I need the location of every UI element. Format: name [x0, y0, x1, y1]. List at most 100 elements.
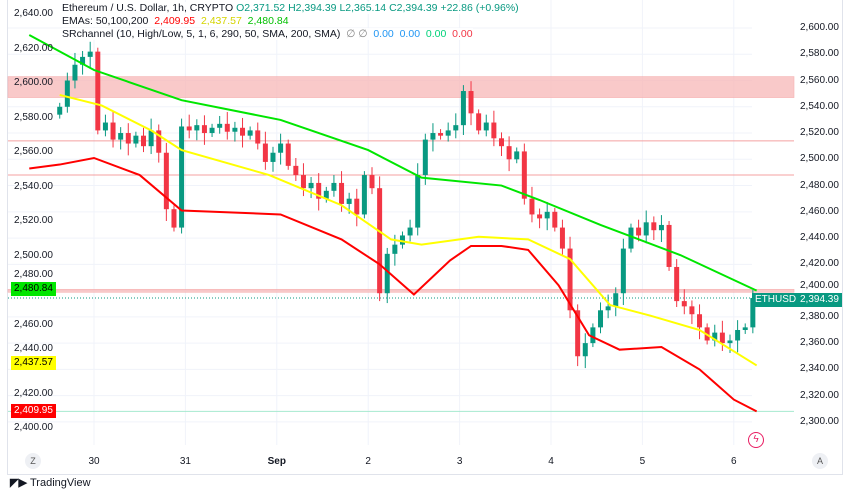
ema-200-line [29, 156, 758, 413]
zoom-reset-button[interactable]: Z [25, 453, 41, 469]
ema-50-line [28, 34, 758, 292]
candle [559, 227, 565, 249]
candle [453, 125, 459, 131]
right-axis-tick: 2,460.00 [800, 205, 839, 217]
ema-legend[interactable]: EMAs: 50,100,200 2,409.95 2,437.57 2,480… [62, 15, 289, 27]
left-axis-tick: 2,540.00 [14, 180, 53, 192]
candle [636, 227, 642, 236]
sr-value: 0.00 [452, 28, 473, 40]
candle [247, 130, 253, 136]
right-axis-tick: 2,520.00 [800, 127, 839, 139]
candle [72, 64, 78, 81]
tradingview-logo[interactable]: ◤▶ TradingView [10, 476, 91, 489]
right-axis-tick: 2,540.00 [800, 100, 839, 112]
candle [262, 143, 268, 162]
candle [270, 152, 276, 162]
right-axis-tick: 2,360.00 [800, 337, 839, 349]
last-price-badge: 2,394.39 [797, 293, 842, 307]
candle [460, 91, 466, 126]
candle [285, 143, 291, 166]
left-axis-tick: 2,620.00 [14, 42, 53, 54]
candle [232, 127, 238, 132]
candle [506, 146, 512, 160]
candle [64, 80, 70, 107]
right-axis-tick: 2,480.00 [800, 179, 839, 191]
candle [377, 188, 383, 294]
candle [102, 122, 108, 131]
candle [57, 106, 63, 115]
candle [422, 139, 428, 176]
candle [369, 175, 375, 189]
candle [224, 123, 230, 132]
candle [156, 130, 162, 153]
candle [300, 175, 306, 189]
candle [438, 133, 444, 136]
candle [87, 51, 93, 57]
left-axis-tick: 2,460.00 [14, 318, 53, 330]
sr-value: 0.00 [425, 28, 447, 40]
candle [697, 314, 703, 328]
lightning-icon[interactable]: ϟ [748, 432, 764, 448]
symbol-title: Ethereum / U.S. Dollar, 1h, CRYPTO [62, 2, 234, 14]
left-axis-tick: 2,480.00 [14, 268, 53, 280]
candle [80, 56, 86, 65]
srchannel-legend[interactable]: SRchannel (10, High/Low, 5, 1, 6, 290, 5… [62, 28, 473, 40]
ema-label: EMAs: 50,100,200 [62, 15, 149, 27]
right-axis-tick: 2,400.00 [800, 280, 839, 291]
candle [163, 152, 169, 210]
right-axis-tick: 2,380.00 [800, 310, 839, 322]
candle [544, 211, 550, 219]
candle [552, 211, 558, 228]
left-axis-tick: 2,400.00 [14, 422, 53, 433]
right-axis-tick: 2,300.00 [800, 415, 839, 427]
candle [415, 175, 421, 228]
candle [613, 293, 619, 307]
candle [217, 123, 223, 128]
candle [712, 332, 718, 341]
time-axis-tick: 3 [456, 456, 463, 467]
candle [201, 125, 207, 134]
candle [148, 130, 154, 147]
candle [407, 227, 413, 236]
sr-symbols: ∅ ∅ [346, 28, 368, 40]
right-axis-tick: 2,500.00 [800, 153, 839, 165]
candle [339, 182, 345, 204]
candle [323, 190, 329, 199]
left-axis-ema-badge: 2,437.57 [11, 356, 56, 371]
legend-title-row: Ethereum / U.S. Dollar, 1h, CRYPTO O2,37… [62, 2, 519, 14]
candle [521, 151, 527, 199]
right-axis-tick: 2,580.00 [800, 48, 839, 60]
sr-value: 0.00 [399, 28, 421, 40]
ema-value-50: 2,480.84 [247, 15, 289, 27]
candle [727, 340, 733, 344]
candle [651, 222, 657, 231]
candle [293, 165, 299, 176]
right-axis-tick: 2,560.00 [800, 74, 839, 86]
left-axis-ema-badge: 2,409.95 [11, 403, 56, 418]
symbol-badge: ETHUSD [752, 293, 800, 307]
left-axis-tick: 2,640.00 [14, 8, 53, 19]
auto-scale-button[interactable]: A [812, 453, 828, 469]
chart-frame [7, 0, 843, 475]
brand-name: TradingView [29, 477, 91, 489]
candle [399, 235, 405, 245]
candle [308, 182, 314, 189]
candle [476, 113, 482, 131]
candle [735, 329, 741, 341]
candle [209, 127, 215, 134]
left-axis-tick: 2,560.00 [14, 146, 53, 157]
candle [361, 175, 367, 215]
candle [620, 248, 626, 294]
sr-zone [7, 76, 795, 98]
ema-value-200: 2,409.95 [154, 15, 196, 27]
candle [171, 209, 177, 228]
sr-value: 0.00 [373, 28, 394, 40]
time-axis-tick: Sep [267, 456, 286, 467]
candle [529, 198, 535, 215]
left-axis-tick: 2,440.00 [14, 343, 53, 355]
candle [316, 182, 322, 199]
time-axis-tick: 6 [731, 456, 737, 467]
sr-label: SRchannel (10, High/Low, 5, 1, 6, 290, 5… [62, 28, 341, 40]
left-axis-ema-badge: 2,480.84 [11, 281, 56, 296]
